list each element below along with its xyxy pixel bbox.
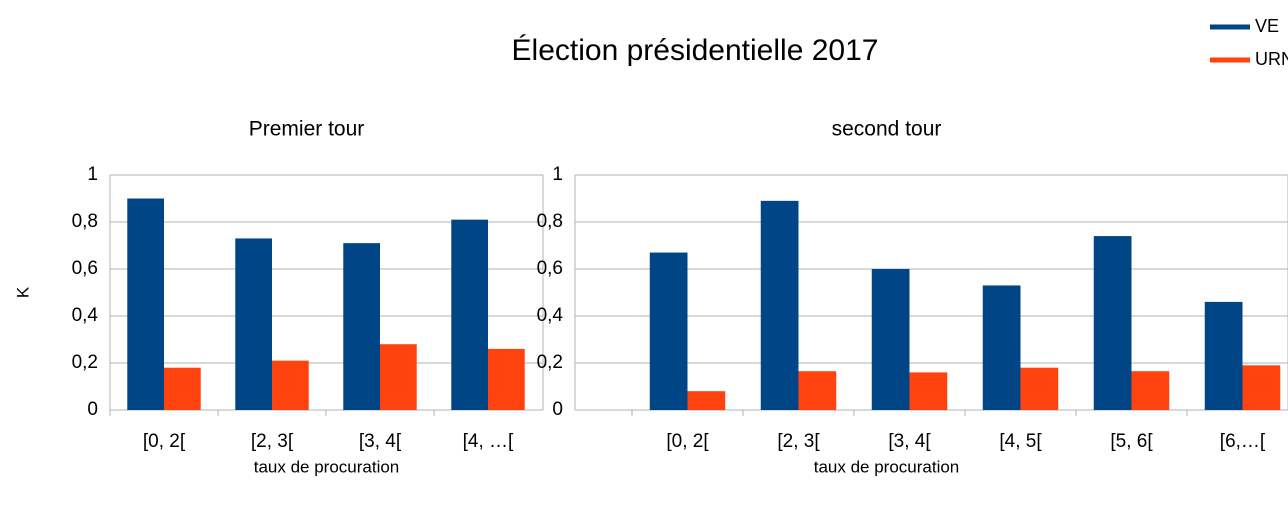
bar — [982, 285, 1021, 410]
bar — [451, 219, 488, 410]
bar — [798, 371, 837, 410]
x-tick-label: [3, 4[ — [888, 431, 931, 452]
y-tick-label: 0,6 — [72, 258, 98, 279]
y-tick-label: 0,4 — [72, 305, 99, 326]
x-tick-label: [4, …[ — [463, 431, 514, 452]
bar — [343, 243, 380, 410]
bar — [871, 269, 910, 410]
y-tick-label: 1 — [552, 164, 563, 185]
subplot-title: second tour — [832, 118, 942, 141]
x-tick-label: [3, 4[ — [359, 431, 402, 452]
x-tick-label: [0, 2[ — [143, 431, 186, 452]
legend-label: VE — [1255, 16, 1279, 36]
x-tick-label: [6,…[ — [1220, 431, 1266, 452]
bar — [649, 252, 688, 410]
y-tick-label: 0,2 — [72, 352, 98, 373]
y-tick-label: 0,4 — [537, 305, 564, 326]
y-tick-label: 0,2 — [537, 352, 563, 373]
bar — [488, 348, 525, 410]
y-axis-title: K — [13, 286, 32, 298]
legend-label: URNE — [1255, 49, 1288, 69]
bar — [235, 238, 272, 410]
bar — [760, 200, 799, 410]
bar — [272, 360, 309, 410]
x-axis-title: taux de procuration — [254, 457, 400, 476]
bar — [1093, 236, 1132, 410]
y-tick-label: 0,8 — [537, 211, 563, 232]
y-tick-label: 0 — [87, 399, 98, 420]
bar — [127, 198, 164, 410]
x-tick-label: [5, 6[ — [1110, 431, 1153, 452]
y-tick-label: 1 — [87, 164, 98, 185]
bar — [1204, 301, 1243, 410]
x-tick-label: [0, 2[ — [666, 431, 709, 452]
y-tick-label: 0,8 — [72, 211, 98, 232]
bar — [380, 344, 417, 410]
chart-title: Élection présidentielle 2017 — [512, 34, 879, 67]
x-axis-title: taux de procuration — [814, 457, 960, 476]
bar — [1020, 367, 1059, 410]
y-tick-label: 0 — [552, 399, 563, 420]
x-tick-label: [2, 3[ — [251, 431, 294, 452]
bar — [1242, 365, 1281, 410]
bar — [164, 367, 201, 410]
bar — [909, 372, 948, 410]
bar — [1131, 371, 1170, 410]
x-tick-label: [4, 5[ — [999, 431, 1042, 452]
subplot-title: Premier tour — [249, 118, 365, 141]
bar — [687, 391, 726, 410]
y-tick-label: 0,6 — [537, 258, 563, 279]
x-tick-label: [2, 3[ — [777, 431, 820, 452]
